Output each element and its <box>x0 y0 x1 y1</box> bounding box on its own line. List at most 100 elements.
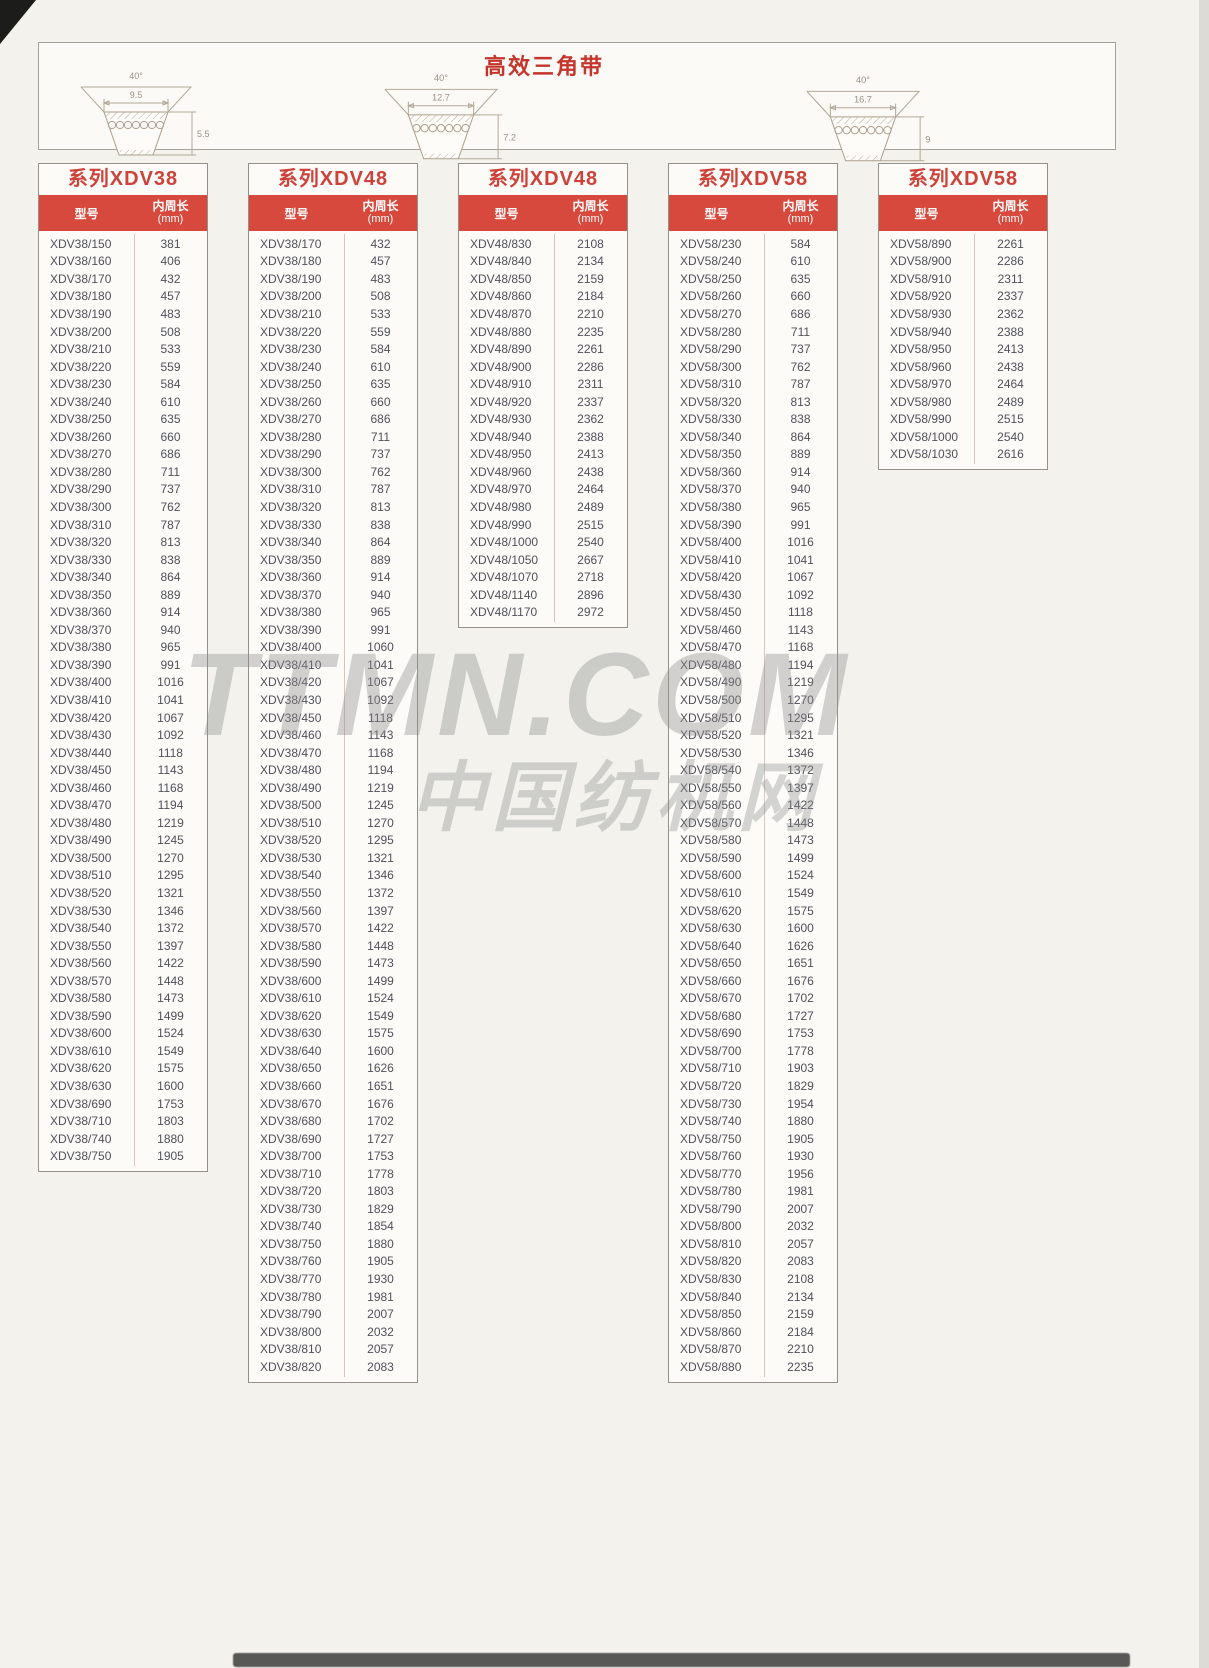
length-cell: 1499 <box>157 1008 184 1023</box>
length-cell: 1448 <box>367 938 394 953</box>
length-cell: 1600 <box>157 1079 184 1094</box>
model-cell: XDV38/360 <box>50 605 112 620</box>
length-cell: 813 <box>790 394 811 409</box>
model-cell: XDV38/310 <box>50 517 112 532</box>
table-row: XDV38/440 1118 <box>39 744 207 762</box>
length-cell: 1626 <box>787 938 814 953</box>
model-cell: XDV38/370 <box>50 622 112 637</box>
table-row: XDV38/170 432 <box>39 270 207 288</box>
model-cell: XDV38/380 <box>260 605 322 620</box>
table-row: XDV38/500 1270 <box>39 849 207 867</box>
length-cell: 1448 <box>157 973 184 988</box>
table-row: XDV38/510 1270 <box>249 814 417 832</box>
model-cell: XDV58/380 <box>680 499 742 514</box>
length-cell: 660 <box>160 429 181 444</box>
length-cell: 1981 <box>367 1289 394 1304</box>
table-row: XDV38/550 1372 <box>249 884 417 902</box>
model-cell: XDV38/500 <box>50 850 112 865</box>
length-cell: 2134 <box>577 254 604 269</box>
table-row: XDV48/960 2438 <box>459 463 627 481</box>
length-cell: 889 <box>160 587 181 602</box>
table-row: XDV38/390 991 <box>249 621 417 639</box>
length-cell: 914 <box>370 570 391 585</box>
model-cell: XDV48/1000 <box>470 535 539 550</box>
length-cell: 1118 <box>788 605 813 620</box>
model-cell: XDV38/680 <box>260 1114 322 1129</box>
table-body: XDV38/170 432 XDV38/180 457 XDV38/190 483 XDV3… <box>249 231 417 1382</box>
length-cell: 1753 <box>787 1026 814 1041</box>
model-cell: XDV38/520 <box>50 886 112 900</box>
table-row: XDV38/620 1575 <box>39 1060 207 1078</box>
table-row: XDV58/840 2134 <box>669 1288 837 1306</box>
length-cell: 2438 <box>997 359 1024 374</box>
length-cell: 1092 <box>367 692 394 707</box>
length-cell: 940 <box>790 482 811 497</box>
model-cell: XDV38/710 <box>50 1114 112 1129</box>
length-cell: 2235 <box>787 1359 814 1374</box>
model-cell: XDV38/540 <box>50 921 112 936</box>
table-row: XDV58/550 1397 <box>669 779 837 797</box>
length-cell: 1880 <box>367 1236 394 1251</box>
table-row: XDV58/480 1194 <box>669 656 837 674</box>
length-cell: 2235 <box>577 324 604 339</box>
model-cell: XDV38/490 <box>50 833 112 848</box>
model-cell: XDV58/430 <box>680 587 742 602</box>
table-row: XDV58/930 2362 <box>879 305 1047 323</box>
model-cell: XDV38/260 <box>260 394 322 409</box>
series-title: 系列XDV48 <box>249 164 417 195</box>
table-row: XDV58/910 2311 <box>879 270 1047 288</box>
table-row: XDV38/560 1422 <box>39 954 207 972</box>
table-row: XDV38/800 2032 <box>249 1323 417 1341</box>
model-cell: XDV38/300 <box>260 464 322 479</box>
table-row: XDV38/180 457 <box>39 288 207 306</box>
model-cell: XDV58/580 <box>680 833 742 848</box>
length-cell: 813 <box>370 499 391 514</box>
model-cell: XDV58/660 <box>680 973 742 988</box>
length-cell: 1651 <box>787 956 814 971</box>
column-divider <box>764 234 765 1377</box>
table-row: XDV38/260 660 <box>249 393 417 411</box>
table-row: XDV38/750 1880 <box>249 1235 417 1253</box>
top-width-label: 12.7 <box>432 93 450 103</box>
table-row: XDV58/560 1422 <box>669 797 837 815</box>
table-row: XDV38/520 1321 <box>39 884 207 902</box>
table-row: XDV38/430 1092 <box>249 691 417 709</box>
series-table: 系列XDV58 型号 内周长 (mm) XDV58/230 584 XDV58/240 610… <box>668 163 838 1383</box>
length-cell: 1778 <box>787 1043 814 1058</box>
table-row: XDV48/1000 2540 <box>459 533 627 551</box>
table-body: XDV58/230 584 XDV58/240 610 XDV58/250 635 XDV5… <box>669 231 837 1382</box>
length-cell: 1041 <box>157 692 184 707</box>
model-cell: XDV58/260 <box>680 289 742 304</box>
length-cell: 2464 <box>577 482 604 497</box>
table-row: XDV38/360 914 <box>39 603 207 621</box>
model-column-header: 型号 <box>284 206 309 221</box>
length-cell: 2108 <box>787 1272 814 1287</box>
model-cell: XDV38/560 <box>50 956 112 971</box>
table-row: XDV58/750 1905 <box>669 1130 837 1148</box>
model-cell: XDV48/1050 <box>470 552 539 567</box>
length-cell: 889 <box>790 447 811 462</box>
length-cell: 1676 <box>787 973 814 988</box>
model-cell: XDV58/490 <box>680 675 742 690</box>
table-row: XDV38/400 1016 <box>39 674 207 692</box>
length-cell: 1321 <box>157 886 184 900</box>
model-cell: XDV38/470 <box>50 798 112 813</box>
length-cell: 838 <box>370 517 391 532</box>
table-row: XDV38/740 1880 <box>39 1130 207 1148</box>
model-cell: XDV48/950 <box>470 447 532 462</box>
table-row: XDV38/230 584 <box>39 375 207 393</box>
length-cell: 1143 <box>367 728 394 743</box>
length-cell: 914 <box>160 605 181 620</box>
table-row: XDV38/770 1930 <box>249 1270 417 1288</box>
table-row: XDV58/420 1067 <box>669 568 837 586</box>
length-cell: 1270 <box>157 850 184 865</box>
table-row: XDV58/510 1295 <box>669 709 837 727</box>
model-cell: XDV48/850 <box>470 271 532 286</box>
model-cell: XDV38/240 <box>50 394 112 409</box>
model-cell: XDV38/790 <box>260 1307 322 1322</box>
length-cell: 2616 <box>997 447 1024 462</box>
table-row: XDV48/950 2413 <box>459 446 627 464</box>
table-row: XDV58/720 1829 <box>669 1077 837 1095</box>
model-cell: XDV58/860 <box>680 1324 742 1339</box>
model-cell: XDV38/220 <box>50 359 112 374</box>
